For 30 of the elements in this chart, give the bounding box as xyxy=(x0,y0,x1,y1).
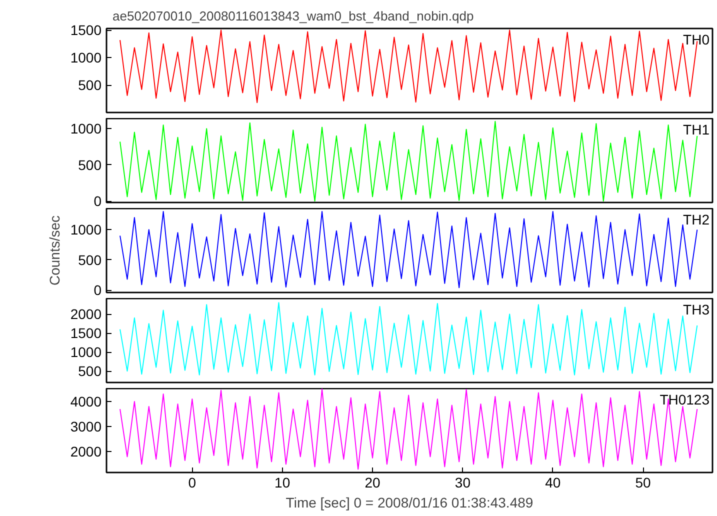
x-tick-label: 50 xyxy=(635,474,652,490)
y-tick-label: 3000 xyxy=(70,418,102,435)
annotation: TH0 xyxy=(683,32,710,48)
y-tick-label: 500 xyxy=(78,252,102,268)
y-tick-label: 1500 xyxy=(70,325,102,342)
chart-title: ae502070010_20080116013843_wam0_bst_4band_nobin.qdp xyxy=(112,8,474,24)
annotation: TH1 xyxy=(683,122,710,138)
y-tick-label: 500 xyxy=(78,77,102,94)
y-tick-label: 1500 xyxy=(70,22,102,38)
y-tick-label: 2000 xyxy=(70,444,102,460)
x-axis-title: Time [sec] 0 = 2008/01/16 01:38:43.489 xyxy=(286,494,534,510)
annotation: TH2 xyxy=(683,212,710,228)
y-tick-label: 0 xyxy=(94,282,102,298)
y-tick-label: 500 xyxy=(78,363,102,380)
y-tick-label: 500 xyxy=(78,156,102,173)
y-tick-label: 2000 xyxy=(70,306,102,322)
x-tick-label: 30 xyxy=(454,474,471,490)
annotation: TH3 xyxy=(683,302,710,318)
x-tick-label: 20 xyxy=(364,474,381,490)
x-tick-label: 0 xyxy=(188,474,196,490)
y-axis-title: Counts/sec xyxy=(46,215,62,286)
annotation: TH0123 xyxy=(660,392,710,408)
y-tick-label: 4000 xyxy=(70,394,102,410)
y-tick-label: 1000 xyxy=(70,222,102,238)
y-tick-label: 1000 xyxy=(70,344,102,360)
y-tick-label: 0 xyxy=(94,193,102,210)
y-tick-label: 1000 xyxy=(70,50,102,66)
y-tick-label: 1000 xyxy=(70,120,102,137)
x-tick-label: 10 xyxy=(274,474,290,490)
x-tick-label: 40 xyxy=(545,474,561,490)
